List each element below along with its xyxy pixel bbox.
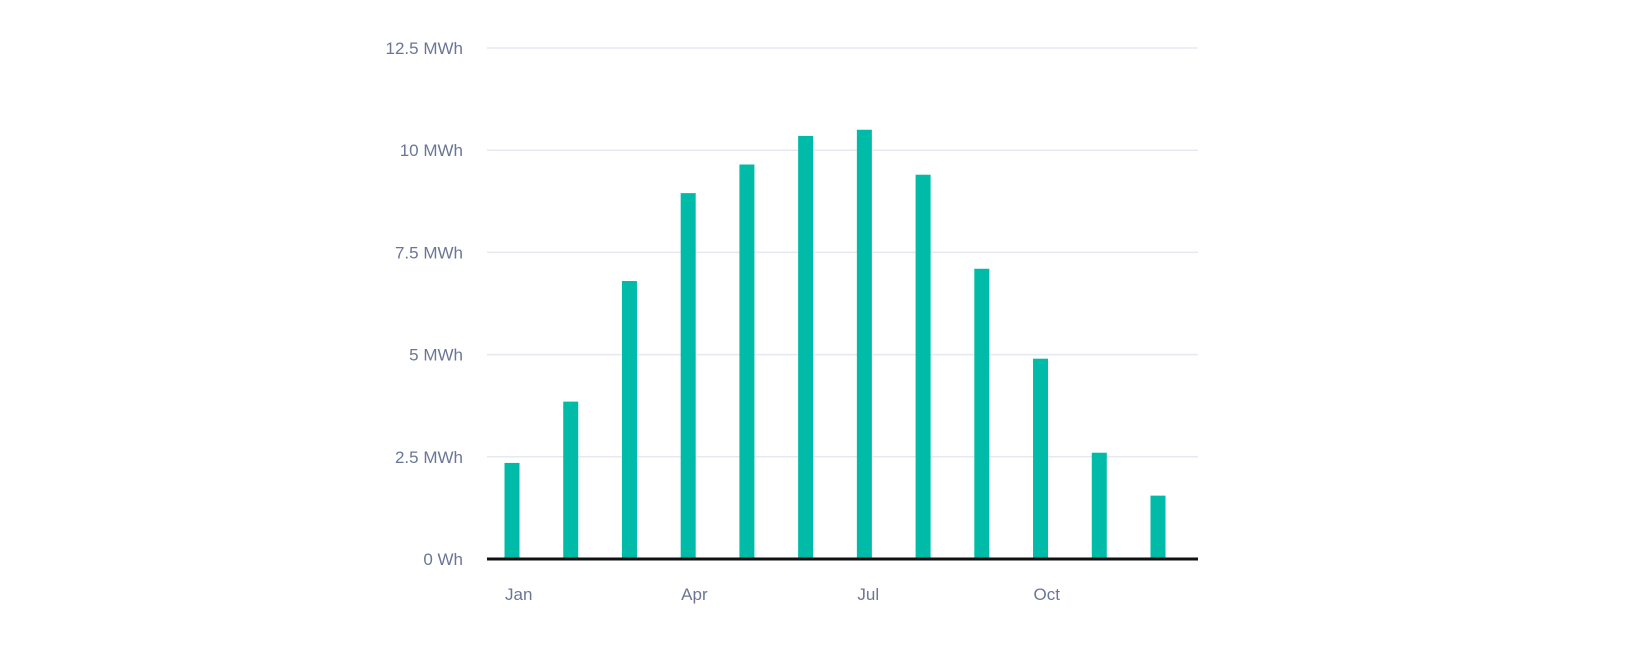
bar-may[interactable] [739, 164, 755, 559]
x-tick-label: Oct [1034, 585, 1061, 604]
y-tick-label: 0 Wh [423, 550, 463, 569]
grid-layer [487, 47, 1198, 458]
axis-layer: 0 Wh 2.5 MWh 5 MWh 7.5 MWh 10 MWh 12.5 MWh Jan… [386, 39, 1198, 604]
bar-mar[interactable] [621, 281, 637, 559]
bar-aug[interactable] [915, 174, 931, 559]
bar-oct[interactable] [1033, 358, 1049, 559]
bar-jan[interactable] [504, 462, 520, 559]
bar-feb[interactable] [563, 401, 579, 559]
y-tick-label: 7.5 MWh [395, 243, 463, 262]
bar-layer [504, 129, 1166, 559]
y-tick-label: 2.5 MWh [395, 448, 463, 467]
bar-jul[interactable] [856, 129, 872, 559]
x-tick-label: Jan [505, 585, 532, 604]
bar-apr[interactable] [680, 193, 696, 559]
bar-nov[interactable] [1091, 452, 1107, 559]
x-tick-label: Apr [681, 585, 708, 604]
y-tick-label: 5 MWh [409, 346, 463, 365]
bar-jun[interactable] [798, 135, 814, 559]
bar-dec[interactable] [1150, 495, 1166, 559]
bar-sep[interactable] [974, 268, 990, 559]
y-tick-label: 12.5 MWh [386, 39, 463, 58]
y-tick-label: 10 MWh [400, 141, 463, 160]
x-tick-label: Jul [857, 585, 879, 604]
